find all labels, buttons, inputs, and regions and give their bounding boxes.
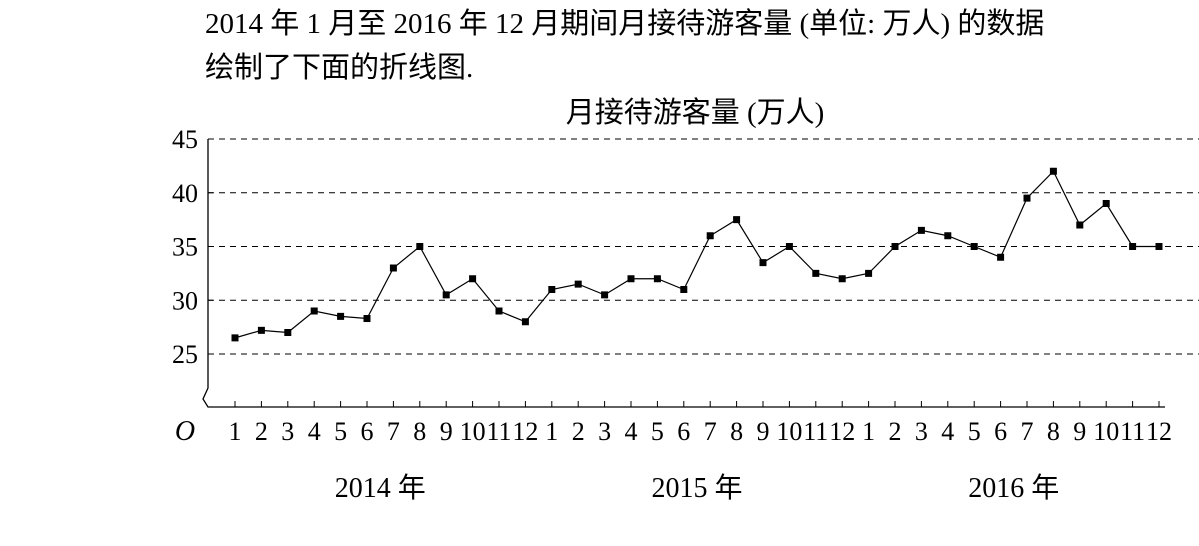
x-tick-label: 5 <box>334 417 347 446</box>
year-label: 2016 年 <box>968 472 1059 504</box>
x-tick-label: 6 <box>677 417 690 446</box>
data-point <box>574 280 582 288</box>
x-tick-label: 5 <box>968 417 981 446</box>
data-point <box>363 315 371 323</box>
data-point <box>601 291 609 299</box>
data-point <box>997 253 1005 261</box>
data-point <box>785 243 793 250</box>
data-point <box>627 275 635 283</box>
data-point <box>1049 167 1057 175</box>
data-point <box>1102 200 1110 207</box>
data-point <box>944 232 952 240</box>
origin-label: O <box>175 416 195 447</box>
x-tick-label: 6 <box>994 417 1007 446</box>
data-point <box>521 318 529 326</box>
data-point <box>759 259 767 267</box>
y-tick-label: 25 <box>172 340 198 369</box>
x-tick-label: 10 <box>460 417 486 446</box>
x-tick-label: 11 <box>803 417 828 446</box>
year-label: 2015 年 <box>651 472 742 504</box>
x-tick-label: 2 <box>889 417 902 446</box>
x-tick-label: 9 <box>757 417 770 446</box>
x-tick-label: 3 <box>598 417 611 446</box>
data-point <box>389 264 397 272</box>
data-point <box>970 243 978 250</box>
data-point <box>733 216 741 224</box>
x-tick-label: 5 <box>651 417 664 446</box>
x-tick-label: 10 <box>1093 417 1119 446</box>
data-point <box>1129 243 1137 250</box>
data-point <box>495 307 503 315</box>
y-tick-label: 30 <box>172 286 198 315</box>
data-point <box>1023 194 1031 202</box>
data-point <box>1155 243 1163 250</box>
x-tick-label: 12 <box>512 417 538 446</box>
x-tick-label: 3 <box>281 417 294 446</box>
data-point <box>838 275 846 283</box>
data-point <box>891 243 899 250</box>
data-point <box>257 326 265 334</box>
data-point <box>231 334 239 342</box>
x-tick-label: 1 <box>862 417 875 446</box>
x-tick-label: 8 <box>413 417 426 446</box>
y-tick-label: 45 <box>172 125 198 154</box>
x-tick-label: 2 <box>255 417 268 446</box>
intro-line: 绘制了下面的折线图. <box>205 51 473 84</box>
x-tick-label: 2 <box>572 417 585 446</box>
x-tick-label: 3 <box>915 417 928 446</box>
axes <box>202 139 1165 408</box>
data-point <box>865 269 873 277</box>
x-tick-label: 9 <box>440 417 453 446</box>
data-point <box>812 269 820 277</box>
x-tick-label: 4 <box>625 417 638 446</box>
x-tick-label: 4 <box>941 417 954 446</box>
x-tick-label: 7 <box>1021 417 1034 446</box>
x-tick-label: 7 <box>704 417 717 446</box>
chart-title: 月接待游客量 (万人) <box>566 96 825 129</box>
data-point <box>680 286 688 293</box>
x-tick-label: 9 <box>1073 417 1086 446</box>
x-tick-label: 8 <box>1047 417 1060 446</box>
x-tick-label: 11 <box>1120 417 1145 446</box>
series-line <box>234 170 1159 339</box>
intro-line: 2014 年 1 月至 2016 年 12 月期间月接待游客量 (单位: 万人)… <box>205 7 1044 40</box>
x-tick-label: 7 <box>387 417 400 446</box>
x-tick-label: 1 <box>229 417 242 446</box>
data-point <box>706 232 714 240</box>
data-point <box>653 275 661 283</box>
data-point <box>548 286 556 293</box>
data-point <box>416 243 424 250</box>
data-point <box>917 226 925 234</box>
data-point <box>442 291 450 299</box>
x-tick-label: 12 <box>829 417 855 446</box>
x-tick-label: 1 <box>545 417 558 446</box>
x-tick-label: 6 <box>361 417 374 446</box>
data-point <box>310 307 318 315</box>
x-tick-label: 12 <box>1146 417 1172 446</box>
x-tick-label: 10 <box>776 417 802 446</box>
data-point <box>469 275 477 283</box>
x-tick-label: 4 <box>308 417 321 446</box>
y-tick-label: 35 <box>172 233 198 262</box>
x-tick-label: 11 <box>486 417 511 446</box>
data-point <box>337 312 345 320</box>
data-point <box>284 329 292 336</box>
y-tick-label: 40 <box>172 179 198 208</box>
x-tick-label: 8 <box>730 417 743 446</box>
data-point <box>1076 221 1084 229</box>
year-label: 2014 年 <box>335 472 426 504</box>
